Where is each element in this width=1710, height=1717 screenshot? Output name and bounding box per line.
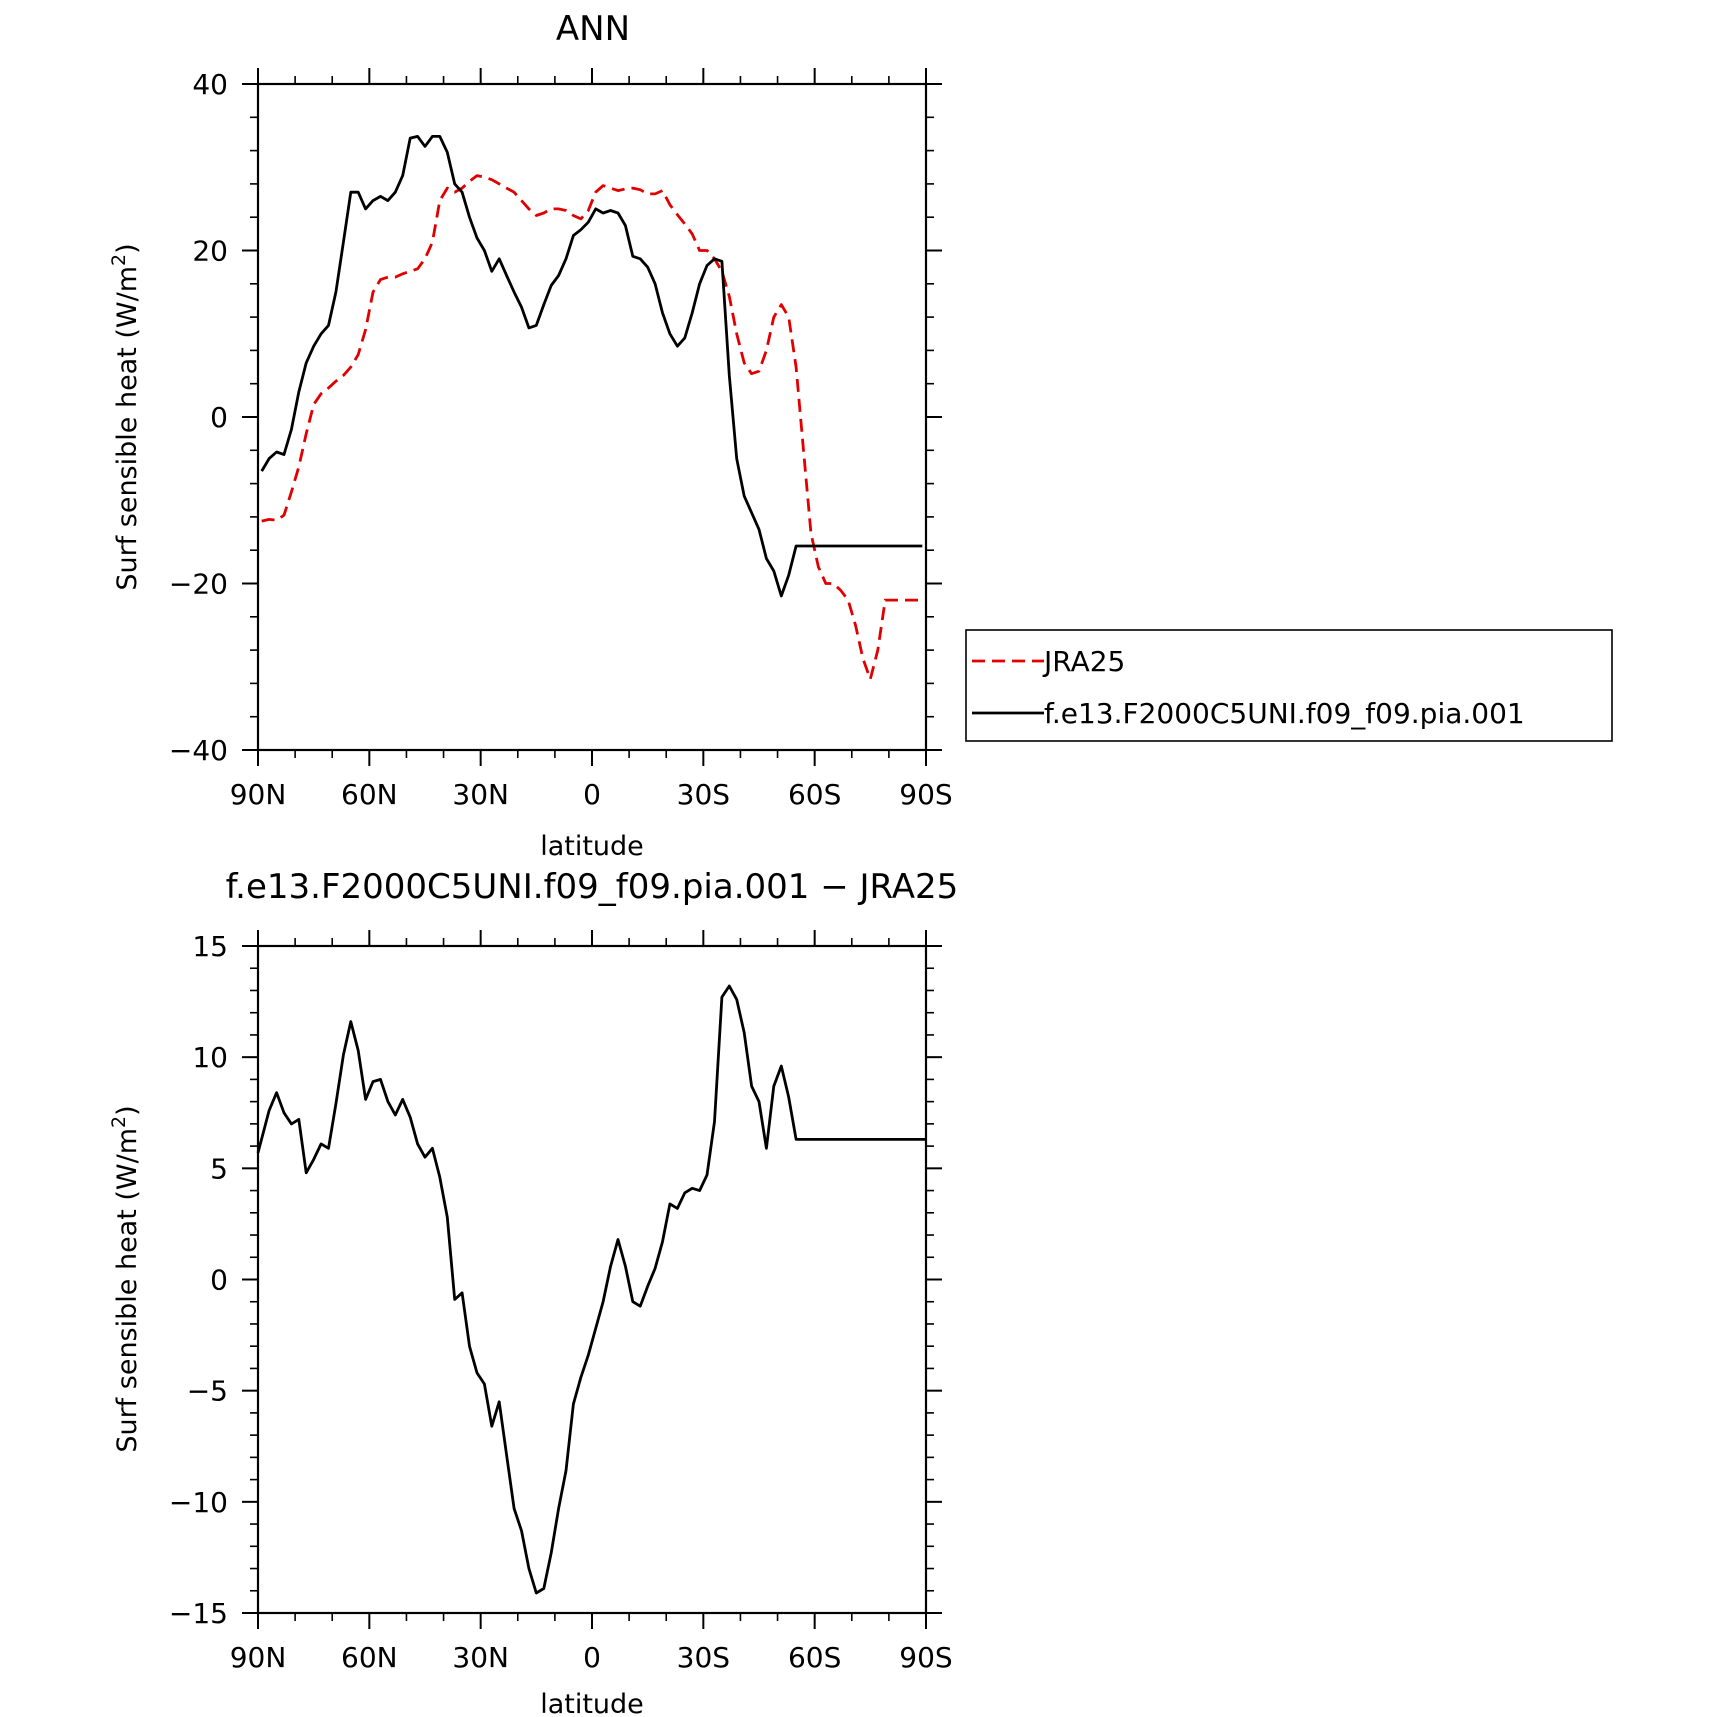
x-tick-label: 90S <box>899 778 952 811</box>
panel-bottom-series <box>256 984 926 1595</box>
x-tick-label: 60N <box>341 778 398 811</box>
panel-bottom-ylabel-sup: 2 <box>108 1116 130 1128</box>
panel-bottom-ylabel: Surf sensible heat (W/m2) <box>108 1105 143 1452</box>
y-tick-label: −5 <box>187 1375 228 1408</box>
panel-top-title: ANN <box>556 9 630 49</box>
legend-label-model: f.e13.F2000C5UNI.f09_f09.pia.001 <box>1044 697 1525 730</box>
y-tick-label: 15 <box>192 930 228 963</box>
y-tick-label: −15 <box>169 1597 228 1630</box>
series-line-difference <box>256 984 926 1595</box>
panel-bottom-ticks: 90N 60N 30N 0 30S 60S 90S −15 −10 −5 0 5 10 15 <box>169 930 953 1674</box>
x-tick-label: 60S <box>788 1641 841 1674</box>
legend: JRA25 f.e13.F2000C5UNI.f09_f09.pia.001 <box>965 629 1613 742</box>
panel-top-ylabel-sup: 2 <box>108 254 130 266</box>
panel-bottom-ylabel-text: Surf sensible heat (W/m <box>112 1128 143 1453</box>
panel-top-ylabel-close: ) <box>112 243 143 254</box>
x-tick-label: 90S <box>899 1641 952 1674</box>
y-tick-label: −10 <box>169 1486 228 1519</box>
legend-label-jra25: JRA25 <box>1042 645 1125 678</box>
y-tick-label: 0 <box>210 401 228 434</box>
panel-top-ylabel: Surf sensible heat (W/m2) <box>108 243 143 590</box>
y-tick-label: −40 <box>169 734 228 767</box>
y-tick-label: 10 <box>192 1041 228 1074</box>
x-tick-label: 90N <box>230 1641 287 1674</box>
x-tick-label: 30N <box>452 1641 509 1674</box>
x-tick-label: 0 <box>583 778 601 811</box>
x-tick-label: 30N <box>452 778 509 811</box>
panel-top: ANN 90N 60N 30N 0 30S 60S 90S −40 −20 0 20 40 latit… <box>108 9 1613 862</box>
y-tick-label: 5 <box>210 1152 228 1185</box>
panel-top-ticks: 90N 60N 30N 0 30S 60S 90S −40 −20 0 20 40 <box>169 68 953 811</box>
panel-top-series <box>260 134 923 681</box>
x-tick-label: 60N <box>341 1641 398 1674</box>
panel-bottom-title: f.e13.F2000C5UNI.f09_f09.pia.001 − JRA25 <box>226 867 959 907</box>
x-tick-label: 60S <box>788 778 841 811</box>
panel-top-xlabel: latitude <box>540 831 644 862</box>
series-line-f-e13-f2000c5uni-f09-f09-pia-001 <box>260 134 923 598</box>
y-tick-label: 0 <box>210 1264 228 1297</box>
x-tick-label: 30S <box>677 778 730 811</box>
x-tick-label: 90N <box>230 778 287 811</box>
legend-box <box>965 629 1613 742</box>
panel-top-frame <box>256 82 928 752</box>
x-tick-label: 0 <box>583 1641 601 1674</box>
panel-top-ylabel-text: Surf sensible heat (W/m <box>112 266 143 591</box>
panel-bottom-xlabel: latitude <box>540 1689 644 1717</box>
y-tick-label: −20 <box>169 568 228 601</box>
panel-bottom-ylabel-close: ) <box>112 1105 143 1116</box>
panel-bottom: f.e13.F2000C5UNI.f09_f09.pia.001 − JRA25… <box>108 867 958 1717</box>
x-tick-label: 30S <box>677 1641 730 1674</box>
panel-bottom-frame <box>256 944 928 1615</box>
y-tick-label: 40 <box>192 68 228 101</box>
y-tick-label: 20 <box>192 235 228 268</box>
series-line-jra25 <box>261 174 923 681</box>
